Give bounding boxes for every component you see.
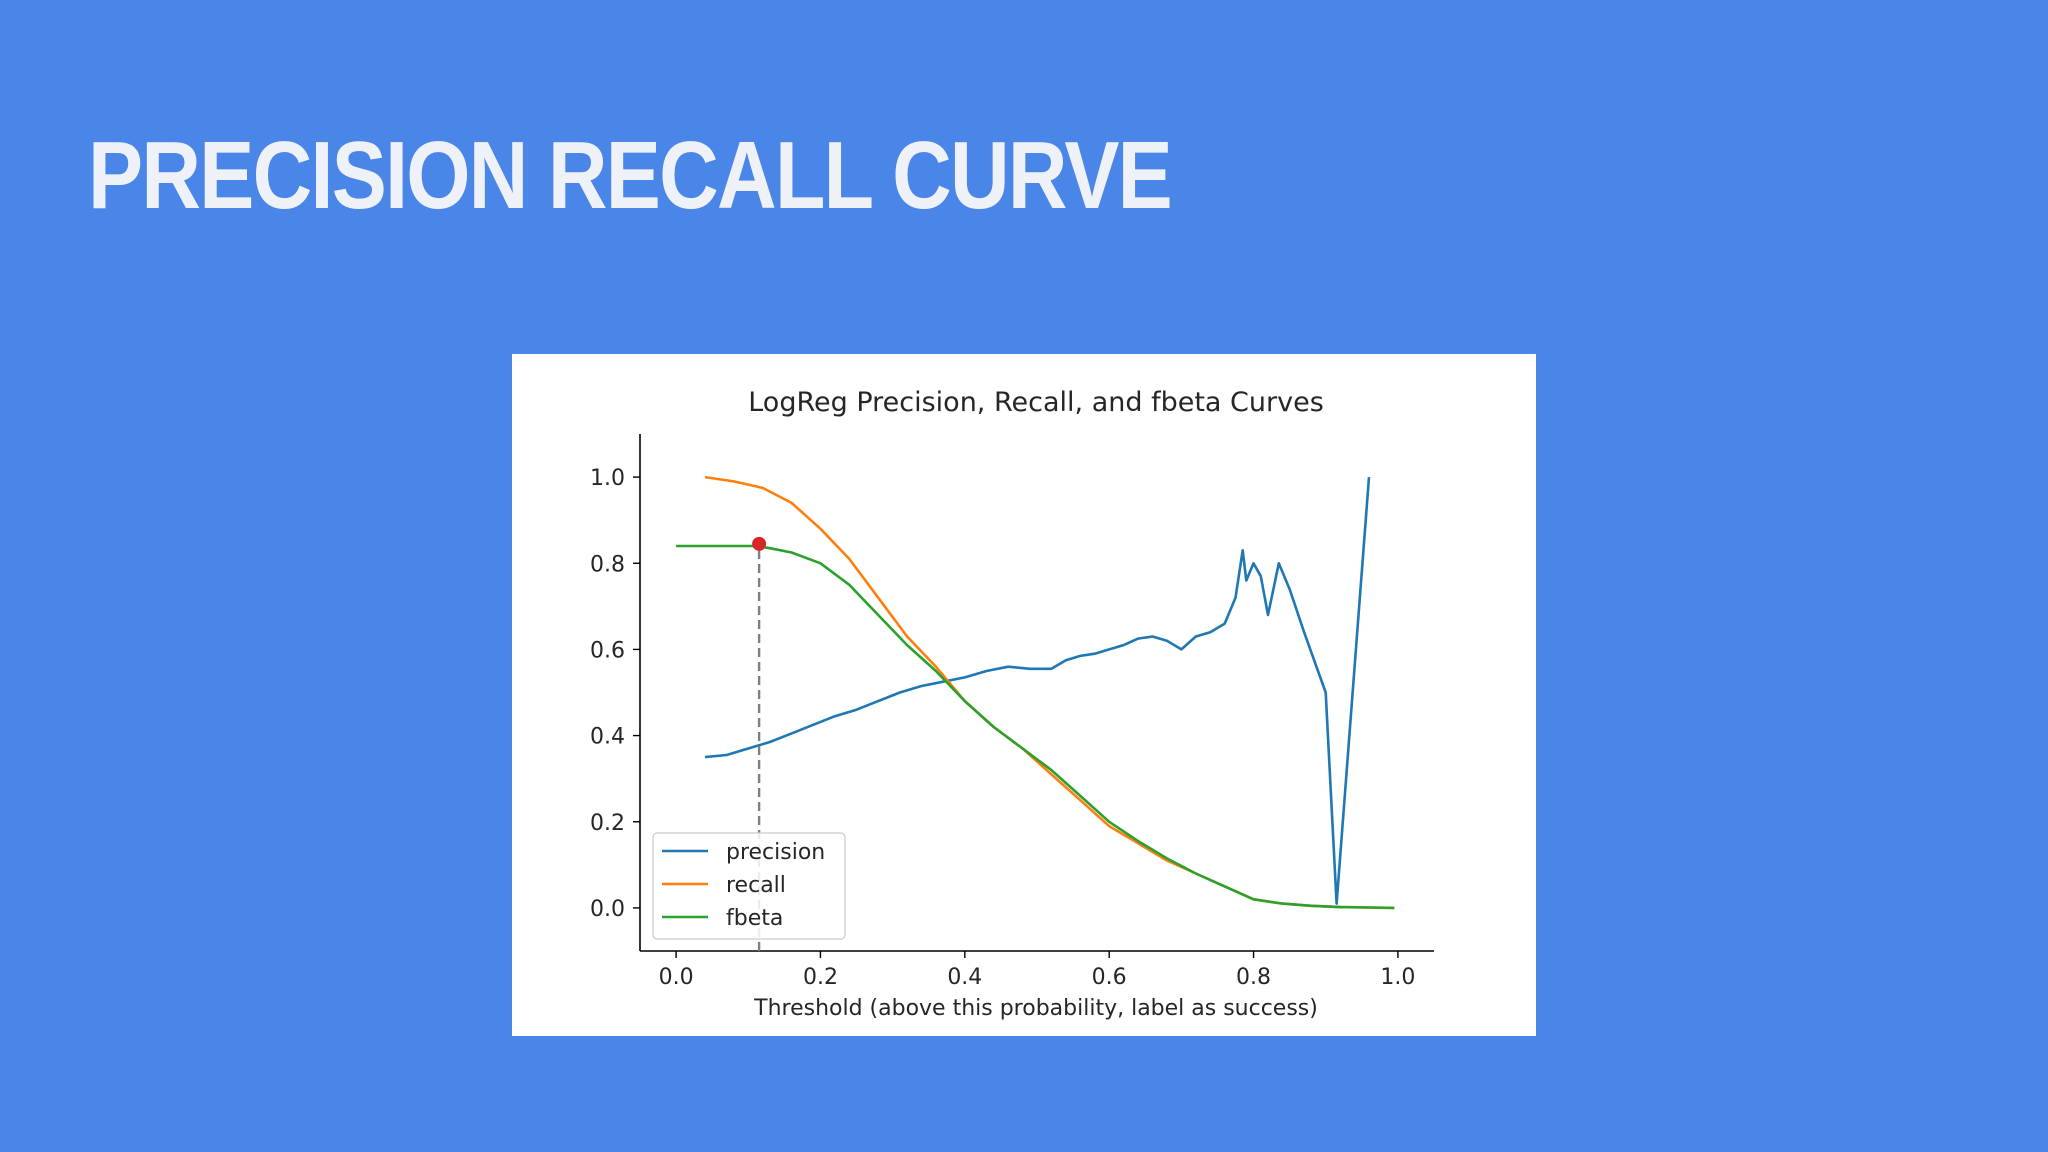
x-axis-label: Threshold (above this probability, label…	[753, 996, 1318, 1021]
legend-box	[652, 832, 846, 940]
optimal-threshold-marker	[752, 536, 767, 551]
y-tick-label: 0.6	[590, 638, 625, 663]
x-tick-label: 0.8	[1236, 965, 1271, 990]
legend-label-precision: precision	[726, 840, 825, 865]
legend: precision recall fbeta	[652, 832, 846, 940]
x-tick-label: 0.2	[803, 965, 838, 990]
y-tick-label: 0.8	[590, 552, 625, 577]
x-tick-label: 0.6	[1092, 965, 1127, 990]
series-line-precision	[704, 477, 1371, 905]
series-layer	[676, 475, 1395, 951]
y-tick-label: 1.0	[590, 466, 625, 491]
x-tick-label: 1.0	[1380, 965, 1415, 990]
legend-label-recall: recall	[726, 873, 786, 898]
precision-recall-chart: LogReg Precision, Recall, and fbeta Curv…	[590, 387, 1434, 1021]
y-tick-label: 0.4	[590, 725, 625, 750]
chart-title: LogReg Precision, Recall, and fbeta Curv…	[748, 387, 1324, 418]
series-line-fbeta	[676, 544, 1395, 910]
slide-title: Precision Recall Curve	[88, 122, 1173, 229]
y-tick-label: 0.0	[590, 897, 625, 922]
legend-label-fbeta: fbeta	[726, 906, 783, 931]
x-tick-label: 0.4	[947, 965, 982, 990]
ticks-layer: 0.0 0.2 0.4 0.6 0.8 1.0 0.0 0.2 0.4 0.6 0.8 1.0	[590, 466, 1415, 990]
y-tick-label: 0.2	[590, 811, 625, 836]
x-tick-label: 0.0	[659, 965, 694, 990]
axes	[639, 434, 1434, 952]
chart-image: LogReg Precision, Recall, and fbeta Curv…	[512, 354, 1536, 1036]
